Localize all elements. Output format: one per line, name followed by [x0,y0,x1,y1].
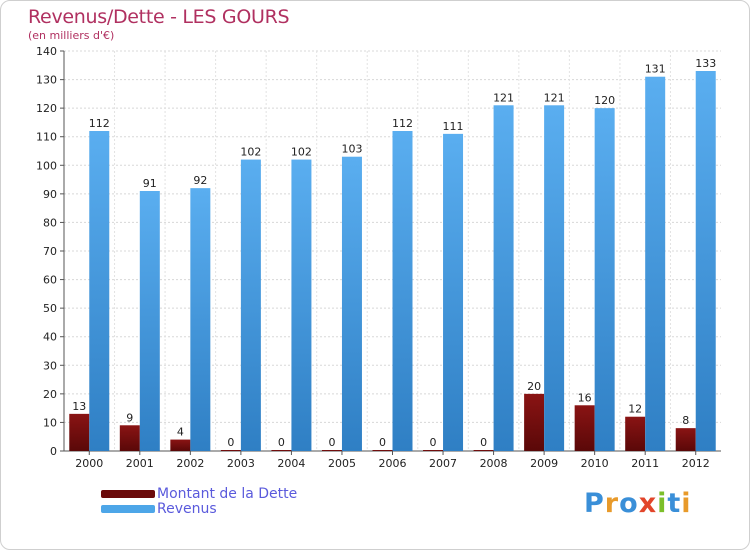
bar-revenue-2008 [493,105,514,452]
bar-debt-2008 [473,450,494,451]
chart-subtitle: (en milliers d'€) [28,29,115,42]
bar-debt-2006 [372,450,393,451]
bar-revenue-2007 [443,133,464,451]
bar-revenue-2006 [392,131,413,451]
x-tick-label-2007: 2007 [429,457,457,470]
label-debt-2011: 12 [628,403,642,416]
x-tick-label-2003: 2003 [227,457,255,470]
bar-revenue-2005 [341,156,362,451]
x-tick-label-2008: 2008 [480,457,508,470]
label-debt-2008: 0 [480,436,487,449]
bar-revenue-2010 [594,108,615,452]
x-tick-label-2000: 2000 [75,457,103,470]
bar-debt-2003 [220,450,241,451]
label-revenue-2004: 102 [291,146,312,159]
legend-swatch-revenue [101,505,155,513]
y-tick-label-90: 90 [43,188,57,201]
label-debt-2003: 0 [227,436,234,449]
y-tick-label-0: 0 [50,445,57,458]
label-debt-2004: 0 [278,436,285,449]
logo-letter-0: P [584,488,605,519]
bar-debt-2002 [170,439,191,451]
y-tick-label-70: 70 [43,245,57,258]
label-revenue-2007: 111 [443,120,464,133]
label-revenue-2012: 133 [695,57,716,70]
y-tick-label-20: 20 [43,388,57,401]
y-tick-label-40: 40 [43,331,57,344]
bar-revenue-2001 [139,191,160,451]
bar-revenue-2004 [291,159,312,452]
bar-revenue-2003 [240,159,261,452]
bar-debt-2004 [271,450,292,451]
x-tick-label-2009: 2009 [530,457,558,470]
label-debt-2006: 0 [379,436,386,449]
bar-debt-2012 [675,428,696,451]
bar-debt-2009 [524,393,545,451]
bar-revenue-2000 [89,131,110,451]
y-tick-label-50: 50 [43,302,57,315]
labels: 1311299149201020102010301120111012120121… [72,57,716,449]
bar-revenue-2002 [190,188,211,451]
logo-letter-5: t [667,488,682,519]
label-debt-2009: 20 [527,380,541,393]
bars [69,71,716,452]
label-revenue-2011: 131 [645,63,666,76]
logo-letter-1: r [604,488,620,519]
label-debt-2000: 13 [72,400,86,413]
x-tick-label-2005: 2005 [328,457,356,470]
label-revenue-2005: 103 [341,143,362,156]
bar-debt-2001 [119,425,140,451]
y-tick-label-80: 80 [43,216,57,229]
bar-revenue-2011 [645,76,666,451]
logo-letter-6: i [681,488,692,519]
x-tick-label-2004: 2004 [277,457,305,470]
label-revenue-2010: 120 [594,94,615,107]
x-tick-label-2002: 2002 [176,457,204,470]
bar-revenue-2009 [544,105,565,452]
proxiti-logo: Proxiti [584,488,692,519]
x-tick-label-2011: 2011 [631,457,659,470]
y-tick-label-10: 10 [43,416,57,429]
bar-debt-2007 [423,450,444,451]
label-debt-2001: 9 [126,411,133,424]
label-debt-2002: 4 [177,426,184,439]
bar-debt-2010 [574,405,595,451]
logo-letter-2: o [619,488,639,519]
y-tick-label-120: 120 [36,102,57,115]
x-tick-label-2006: 2006 [379,457,407,470]
label-debt-2012: 8 [682,414,689,427]
x-tick-label-2010: 2010 [581,457,609,470]
label-debt-2007: 0 [430,436,437,449]
legend-label-debt: Montant de la Dette [157,486,298,502]
y-tick-label-60: 60 [43,274,57,287]
legend-label-revenue: Revenus [157,501,217,517]
y-tick-label-100: 100 [36,159,57,172]
y-tick-label-140: 140 [36,45,57,58]
label-revenue-2003: 102 [240,146,261,159]
label-revenue-2006: 112 [392,117,413,130]
label-revenue-2002: 92 [193,174,207,187]
legend-swatch-debt [101,490,155,498]
label-debt-2005: 0 [328,436,335,449]
label-revenue-2009: 121 [544,91,565,104]
label-revenue-2000: 112 [89,117,110,130]
label-revenue-2001: 91 [143,177,157,190]
x-tick-label-2012: 2012 [682,457,710,470]
logo-letter-4: i [657,488,668,519]
bar-debt-2005 [321,450,342,451]
y-tick-label-30: 30 [43,359,57,372]
x-tick-label-2001: 2001 [126,457,154,470]
y-tick-label-110: 110 [36,131,57,144]
label-revenue-2008: 121 [493,91,514,104]
label-debt-2010: 16 [578,391,592,404]
chart-title: Revenus/Dette - LES GOURS [28,6,290,28]
bar-debt-2000 [69,413,90,451]
bar-revenue-2012 [695,71,716,451]
bar-debt-2011 [625,416,646,451]
logo-letter-3: x [638,488,658,519]
y-tick-label-130: 130 [36,74,57,87]
